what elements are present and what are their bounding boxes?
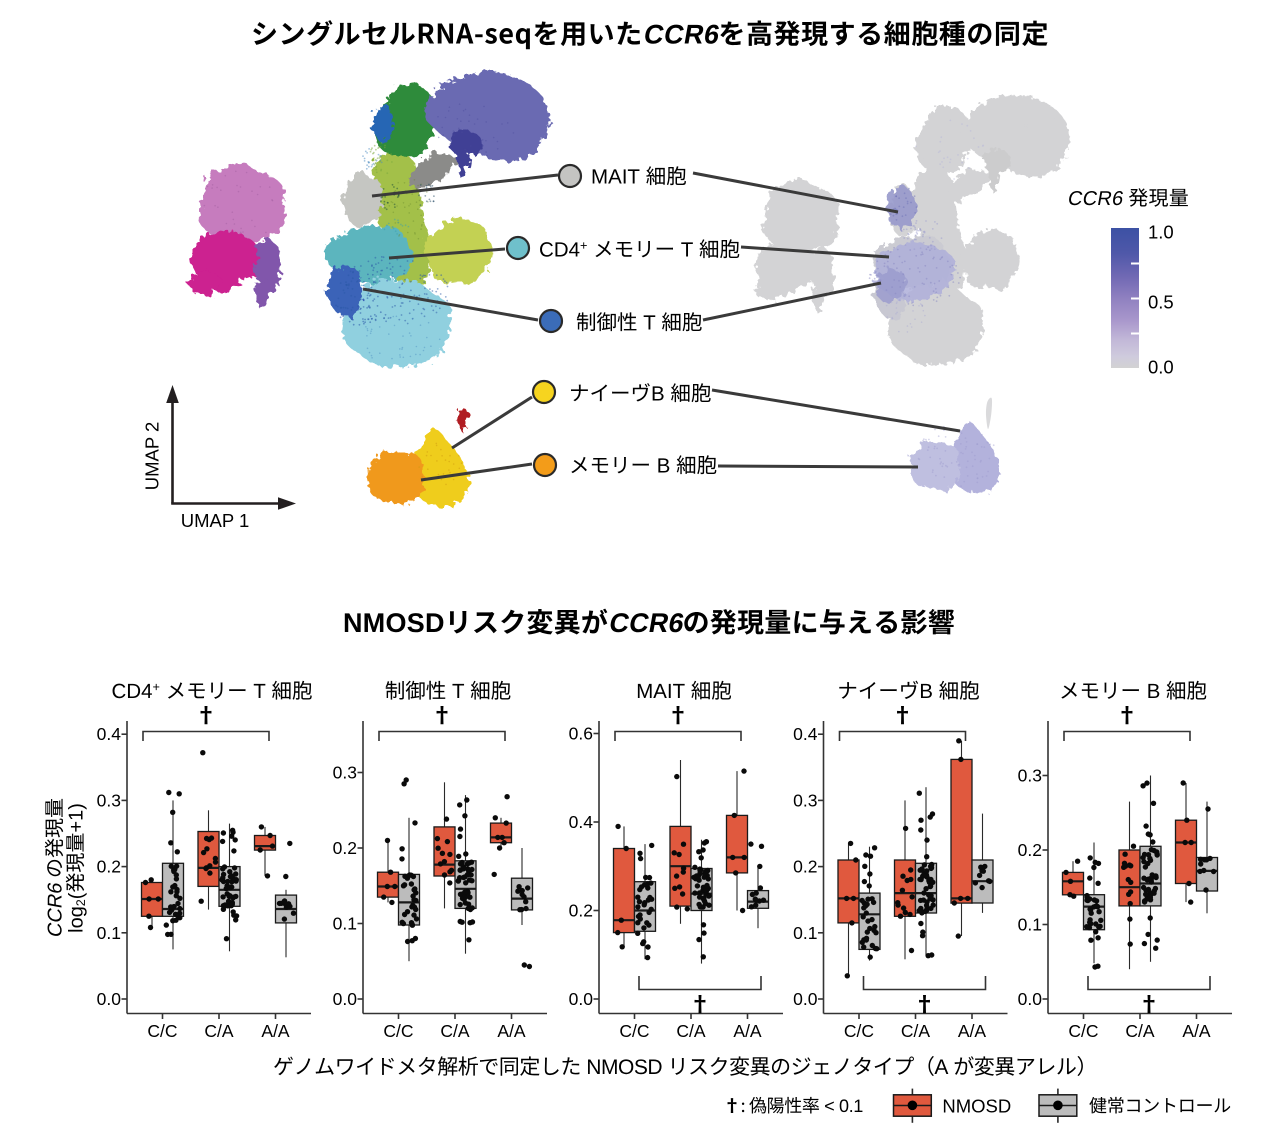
svg-text:0.5: 0.5: [1148, 292, 1174, 313]
svg-text:C/C: C/C: [383, 1021, 413, 1041]
svg-text:0.1: 0.1: [1018, 915, 1042, 935]
svg-text:0.0: 0.0: [793, 989, 818, 1009]
svg-text:0.0: 0.0: [569, 989, 594, 1009]
svg-text:A/A: A/A: [261, 1021, 290, 1041]
svg-text:0.4: 0.4: [569, 812, 594, 832]
svg-text:C/C: C/C: [844, 1021, 874, 1041]
svg-text:C/C: C/C: [619, 1021, 649, 1041]
svg-text:0.3: 0.3: [97, 790, 121, 810]
svg-text:C/A: C/A: [440, 1021, 470, 1041]
svg-text:C/A: C/A: [1125, 1021, 1155, 1041]
svg-text:C/C: C/C: [1068, 1021, 1098, 1041]
svg-text:0.1: 0.1: [97, 923, 121, 943]
svg-text:0.2: 0.2: [793, 857, 817, 877]
svg-text:0.4: 0.4: [97, 724, 122, 744]
svg-text:0.0: 0.0: [1018, 989, 1043, 1009]
svg-text:0.6: 0.6: [569, 724, 593, 744]
svg-text:0.1: 0.1: [333, 914, 357, 934]
svg-text:C/A: C/A: [901, 1021, 931, 1041]
svg-text:0.2: 0.2: [333, 838, 357, 858]
svg-text:A/A: A/A: [1182, 1021, 1211, 1041]
svg-text:C/A: C/A: [204, 1021, 234, 1041]
svg-text:NMOSD: NMOSD: [942, 1096, 1011, 1117]
svg-text:A/A: A/A: [733, 1021, 762, 1041]
svg-text:UMAP 1: UMAP 1: [181, 510, 250, 531]
svg-text:0.2: 0.2: [569, 901, 593, 921]
svg-text:UMAP 2: UMAP 2: [142, 422, 163, 491]
svg-text:0.0: 0.0: [97, 989, 122, 1009]
svg-text:0.3: 0.3: [793, 790, 817, 810]
svg-text:0.0: 0.0: [333, 989, 358, 1009]
svg-text:A/A: A/A: [958, 1021, 987, 1041]
svg-text:A/A: A/A: [497, 1021, 526, 1041]
svg-text:0.1: 0.1: [793, 923, 817, 943]
svg-text:C/A: C/A: [676, 1021, 706, 1041]
svg-text:0.3: 0.3: [1018, 766, 1042, 786]
svg-text:0.2: 0.2: [1018, 840, 1042, 860]
svg-text:1.0: 1.0: [1148, 222, 1174, 243]
svg-text:0.4: 0.4: [793, 724, 818, 744]
svg-text:0.2: 0.2: [97, 857, 121, 877]
svg-text:0.3: 0.3: [333, 763, 357, 783]
svg-text:0.0: 0.0: [1148, 357, 1174, 378]
svg-text:C/C: C/C: [147, 1021, 177, 1041]
